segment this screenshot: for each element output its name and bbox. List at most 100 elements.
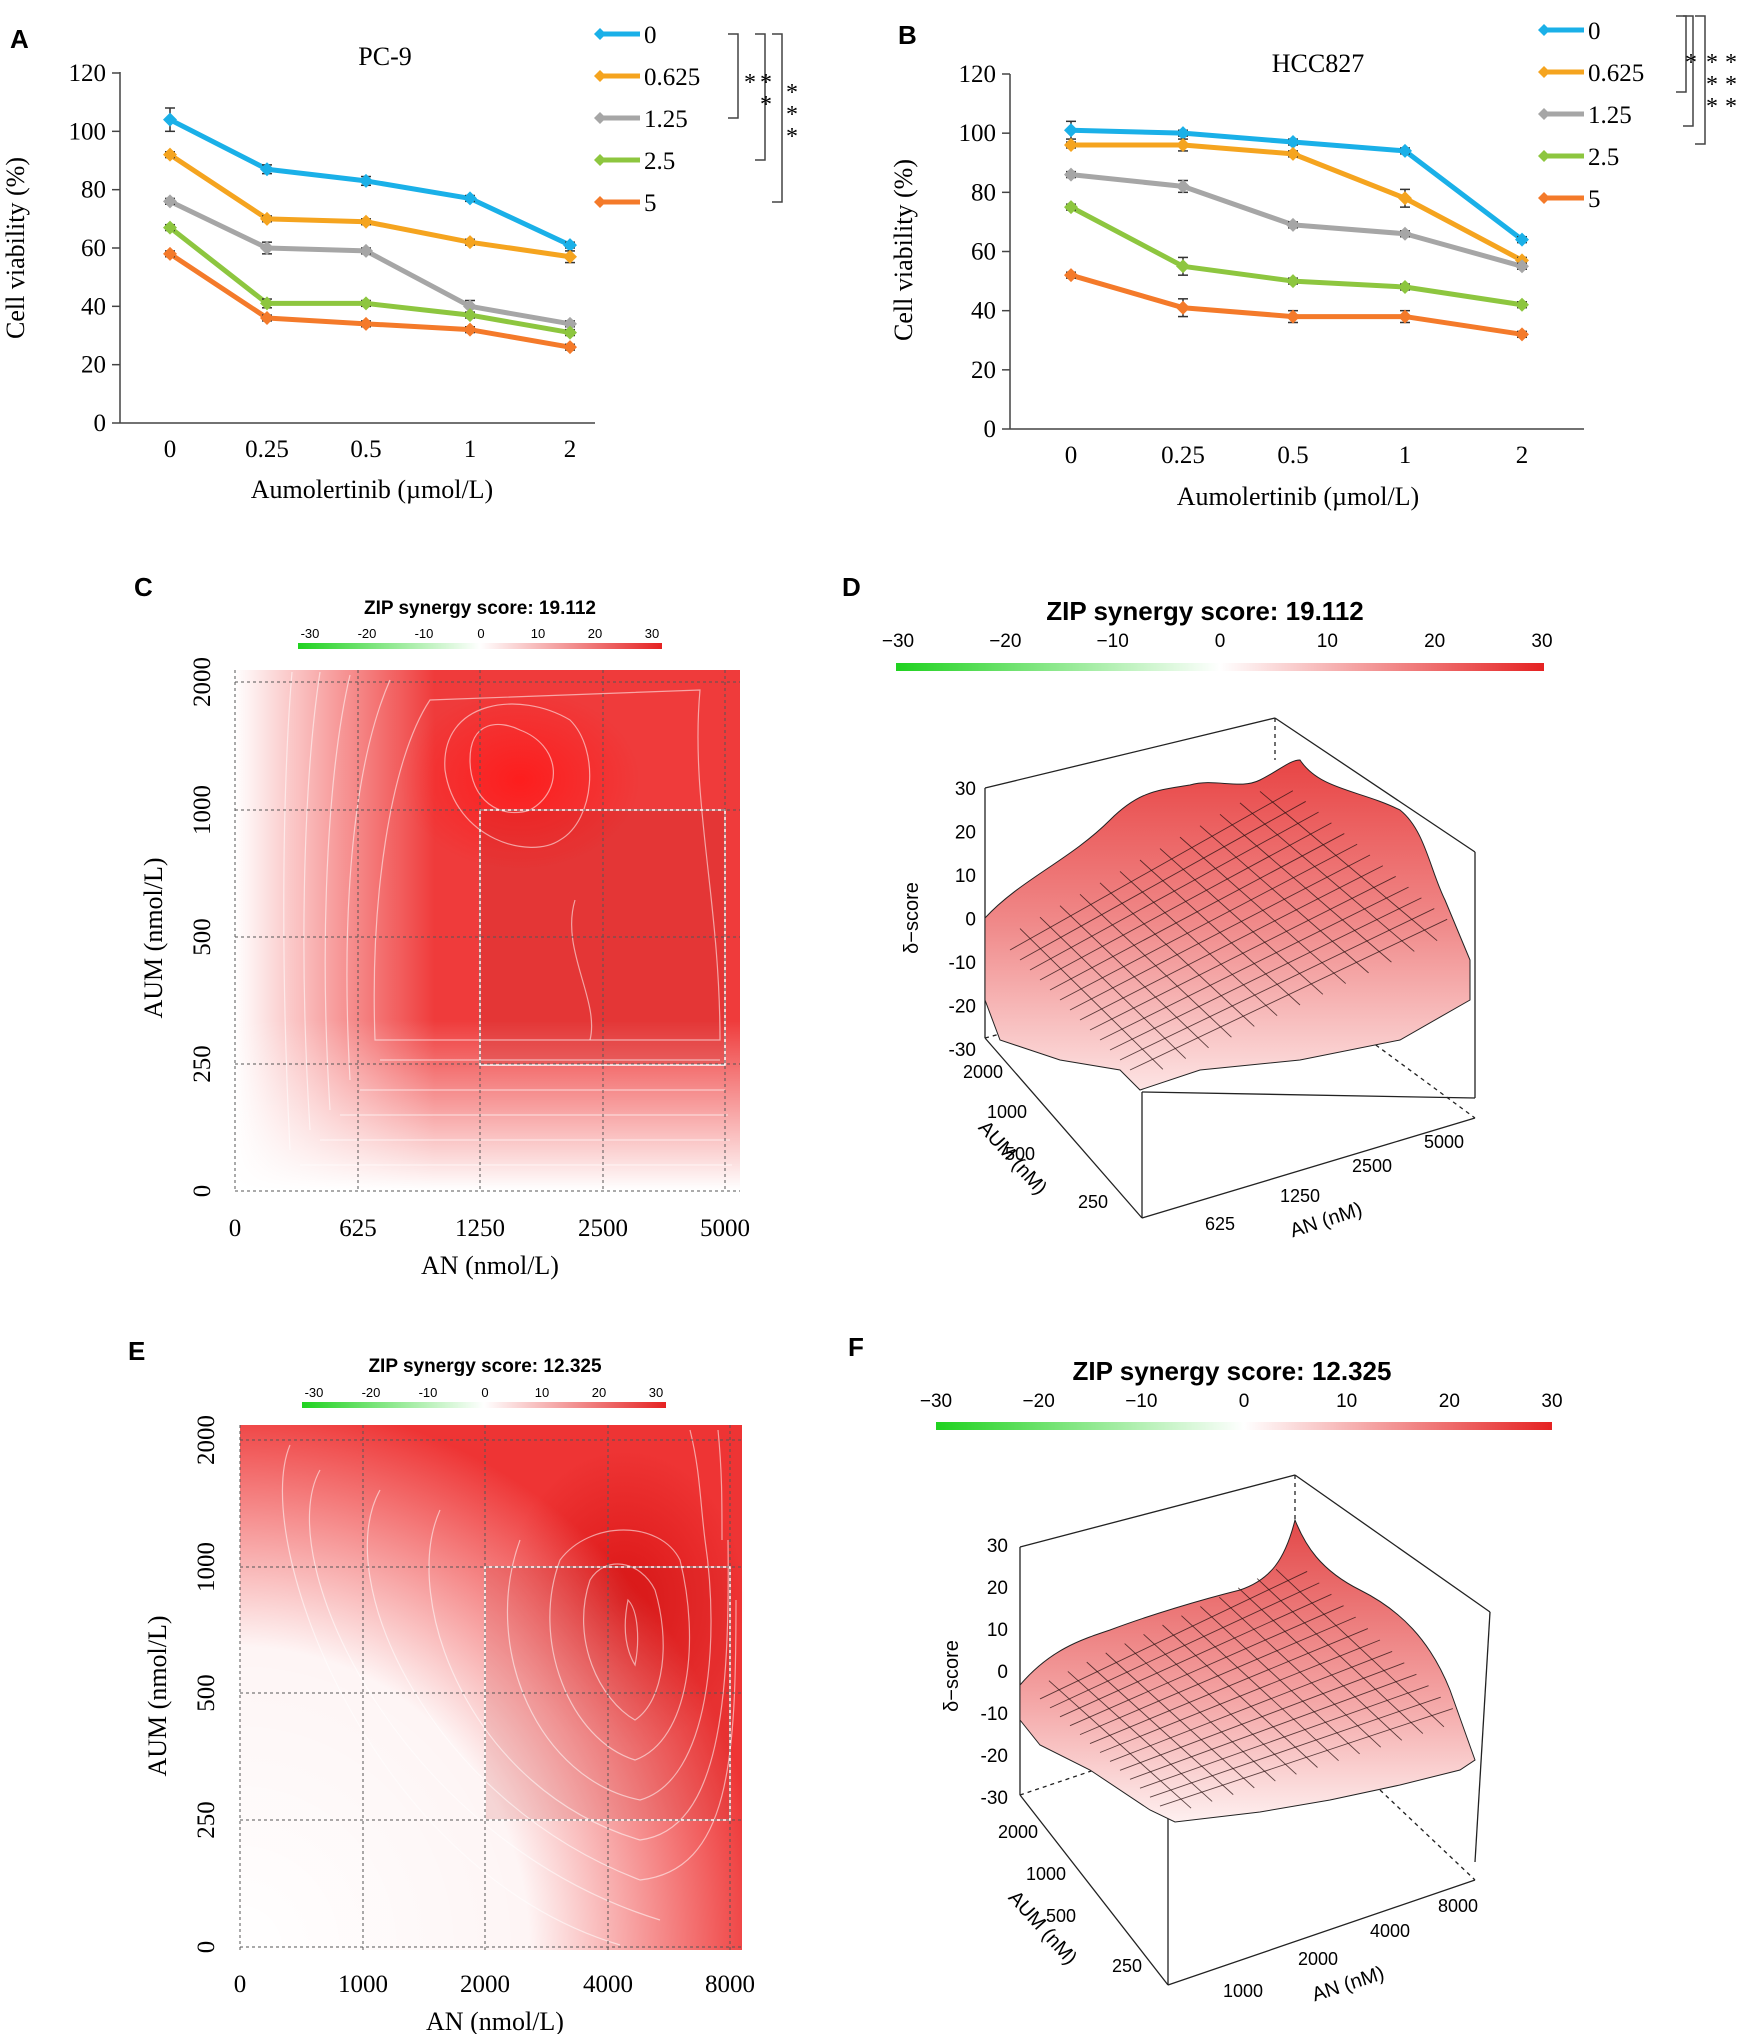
y-tick-label: 60 xyxy=(971,239,996,266)
x-tick-label: 0 xyxy=(1065,442,1078,469)
colorbar xyxy=(896,663,1544,671)
x-tick-label: 2 xyxy=(564,436,577,463)
significance-star: * xyxy=(1725,94,1737,120)
colorbar-tick-labels: -30 -20 -10 0 10 20 30 xyxy=(305,1385,664,1400)
data-point xyxy=(563,340,577,355)
significance-star: * xyxy=(786,102,798,128)
data-point xyxy=(1398,280,1412,294)
x-tick-label: 625 xyxy=(339,1215,377,1242)
data-point xyxy=(359,316,373,331)
colorbar-tick-label: 20 xyxy=(592,1385,606,1400)
legend-marker xyxy=(1538,24,1550,36)
colorbar xyxy=(298,643,662,649)
colorbar-tick-label: −30 xyxy=(920,1391,952,1412)
surface-grid-line xyxy=(1159,1708,1453,1807)
surface-grid-line xyxy=(1109,1651,1393,1762)
y-axis-label: Cell viability (%) xyxy=(889,159,918,341)
x-tick-label: 2500 xyxy=(1352,1156,1392,1176)
z-tick-label: 20 xyxy=(955,823,976,844)
y-tick-label: 1000 xyxy=(1026,1864,1066,1884)
z-tick-label: 30 xyxy=(955,779,976,800)
y-tick-label: 80 xyxy=(81,177,106,204)
surface-grid-line xyxy=(1159,848,1324,995)
legend-marker xyxy=(594,196,606,208)
y-axis-label: Cell viability (%) xyxy=(1,157,30,339)
y-tick-labels: 0 250 500 1000 2000 xyxy=(193,1415,220,1953)
colorbar-tick-labels: −30 −20 −10 0 10 20 30 xyxy=(882,631,1553,652)
colorbar-tick-label: -10 xyxy=(415,626,434,641)
legend-marker xyxy=(1538,150,1550,162)
colorbar-tick-label: 20 xyxy=(1439,1391,1460,1412)
y-tick-label: 2000 xyxy=(193,1415,220,1465)
x-axis-label: Aumolertinib (µmol/L) xyxy=(1177,482,1419,511)
y-axis-label: AUM (nmol/L) xyxy=(139,857,168,1018)
chart-title: ZIP synergy score: 12.325 xyxy=(1073,1356,1392,1386)
x-tick-label: 625 xyxy=(1205,1214,1235,1234)
surface-grid-line xyxy=(1129,918,1448,1071)
colorbar-tick-label: 10 xyxy=(1336,1391,1357,1412)
surface-grid-line xyxy=(1275,1568,1445,1728)
y-tick-label: 40 xyxy=(81,293,106,320)
z-axis-label: δ−score xyxy=(901,882,923,954)
data-point xyxy=(463,235,477,250)
data-point xyxy=(1064,268,1078,283)
surface-grid-line xyxy=(1089,876,1396,1031)
synergy-surface xyxy=(1019,1518,1476,1823)
data-point xyxy=(1176,179,1190,194)
significance-brackets: * * * * * * xyxy=(728,33,798,203)
y-tick-labels: 0 20 40 60 80 100 120 xyxy=(959,61,1010,443)
y-tick-label: 20 xyxy=(971,357,996,384)
data-point xyxy=(260,162,274,177)
data-point xyxy=(163,220,177,235)
y-tick-label: 1000 xyxy=(189,785,216,835)
legend-marker xyxy=(1538,66,1550,78)
colorbar-tick-label: 0 xyxy=(1215,631,1226,652)
data-point xyxy=(1286,146,1300,161)
y-tick-label: 40 xyxy=(971,298,996,325)
x-tick-labels: 0 625 1250 2500 5000 xyxy=(229,1215,750,1242)
z-tick-label: 10 xyxy=(955,866,976,887)
y-tick-labels: 0 250 500 1000 2000 xyxy=(189,657,216,1197)
significance-star: * xyxy=(1725,72,1737,98)
x-tick-label: 1 xyxy=(1399,442,1412,469)
significance-star: * xyxy=(744,70,756,96)
legend: 0 0.625 1.25 2.5 5 xyxy=(1538,18,1644,213)
y-tick-label: 0 xyxy=(94,410,107,437)
data-point xyxy=(563,325,577,340)
chart-title: ZIP synergy score: 19.112 xyxy=(1046,596,1364,626)
panel-label-e: E xyxy=(128,1336,145,1366)
data-point xyxy=(1064,167,1078,182)
z-tick-label: -30 xyxy=(981,1788,1008,1809)
y-tick-label: 1000 xyxy=(193,1542,220,1592)
data-point xyxy=(1515,297,1529,312)
legend: 0 0.625 1.25 2.5 5 xyxy=(594,22,700,217)
significance-star: * xyxy=(1706,94,1718,120)
panel-c-heatmap: ZIP synergy score: 19.112 -30 -20 -10 0 10 20… xyxy=(139,598,750,1280)
significance-star: * xyxy=(1706,72,1718,98)
y-tick-label: 100 xyxy=(69,118,107,145)
z-tick-label: 10 xyxy=(987,1620,1008,1641)
surface-grid-line xyxy=(1099,1639,1381,1753)
colorbar-tick-label: 0 xyxy=(477,626,484,641)
z-tick-label: -20 xyxy=(981,1746,1008,1767)
significance-star: * xyxy=(1706,50,1718,76)
legend-marker xyxy=(594,112,606,124)
z-tick-label: -30 xyxy=(949,1040,976,1061)
surface-grid-line xyxy=(1237,1587,1403,1741)
data-point xyxy=(359,296,373,311)
colorbar-tick-label: 10 xyxy=(535,1385,549,1400)
y-tick-label: 500 xyxy=(193,1674,220,1712)
y-tick-label: 20 xyxy=(81,352,106,379)
data-point xyxy=(163,147,177,162)
y-axis-label: AUM (nM) xyxy=(1004,1887,1081,1969)
legend-label: 2.5 xyxy=(644,148,675,175)
colorbar-tick-label: 20 xyxy=(1424,631,1445,652)
significance-brackets: * * * * * * * xyxy=(1676,15,1737,145)
y-tick-label: 0 xyxy=(984,416,997,443)
significance-star: * xyxy=(786,124,798,150)
colorbar-tick-label: 10 xyxy=(1317,631,1338,652)
colorbar-tick-labels: -30 -20 -10 0 10 20 30 xyxy=(301,626,660,641)
data-point xyxy=(1176,126,1190,141)
panel-label-d: D xyxy=(842,572,861,602)
data-point xyxy=(1064,123,1078,138)
